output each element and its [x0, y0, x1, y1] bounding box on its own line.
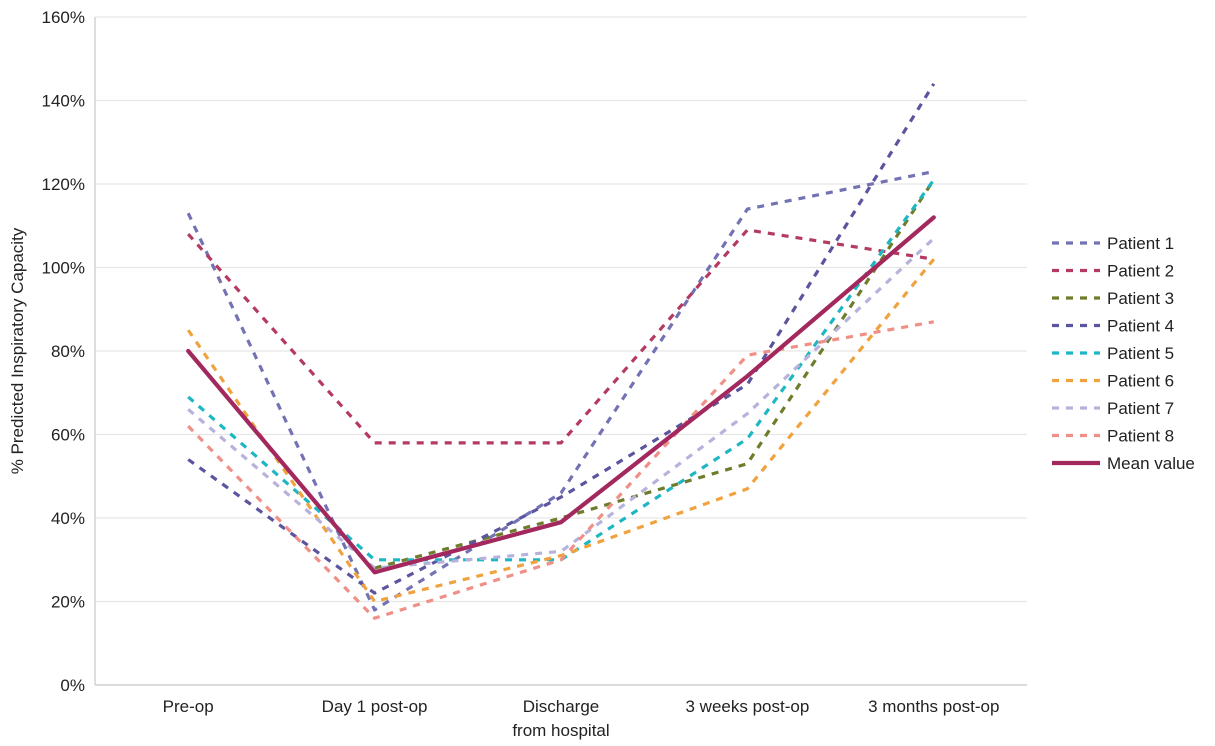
legend-label: Patient 4 — [1107, 317, 1174, 336]
series-line-patient-5 — [187, 178, 936, 562]
series-line-patient-8 — [187, 320, 935, 620]
series-line-patient-3 — [374, 178, 936, 570]
legend-label: Patient 5 — [1107, 344, 1174, 363]
y-tick-label: 60% — [51, 426, 85, 445]
x-tick-label: 3 months post-op — [868, 697, 999, 716]
legend-label: Patient 3 — [1107, 289, 1174, 308]
legend-label: Patient 8 — [1107, 427, 1174, 446]
y-axis-title: % Predicted Inspiratory Capacity — [8, 227, 27, 474]
legend-label: Mean value — [1107, 454, 1195, 473]
x-tick-label: Day 1 post-op — [322, 697, 428, 716]
series-line-patient-4 — [187, 82, 936, 595]
series-line-patient-2 — [187, 228, 935, 445]
series-line-patient-1 — [186, 169, 935, 612]
series-line-patient-7 — [187, 237, 935, 570]
y-tick-label: 140% — [42, 92, 85, 111]
x-tick-label: from hospital — [512, 721, 609, 740]
y-tick-label: 160% — [42, 8, 85, 27]
x-tick-label: 3 weeks post-op — [686, 697, 810, 716]
series-line-mean-value — [186, 215, 936, 575]
series-line-patient-6 — [186, 258, 936, 604]
x-axis-ticks: Pre-op Day 1 post-op Discharge from hospita… — [163, 697, 1000, 740]
legend-label: Patient 6 — [1107, 372, 1174, 391]
x-tick-label: Discharge — [523, 697, 600, 716]
y-tick-label: 20% — [51, 593, 85, 612]
y-axis-ticks: 0% 20% 40% 60% 80% 100% 120% 140% 160% — [42, 8, 85, 695]
y-tick-label: 120% — [42, 175, 85, 194]
series-lines — [186, 82, 936, 620]
x-tick-label: Pre-op — [163, 697, 214, 716]
y-tick-label: 0% — [60, 676, 85, 695]
y-tick-label: 100% — [42, 259, 85, 278]
legend-label: Patient 2 — [1107, 262, 1174, 281]
legend-label: Patient 1 — [1107, 234, 1174, 253]
legend: Patient 1 Patient 2 Patient 3 Patient 4 Pati… — [1052, 234, 1195, 473]
y-tick-label: 80% — [51, 342, 85, 361]
y-tick-label: 40% — [51, 509, 85, 528]
legend-label: Patient 7 — [1107, 399, 1174, 418]
gridlines — [95, 16, 1027, 603]
